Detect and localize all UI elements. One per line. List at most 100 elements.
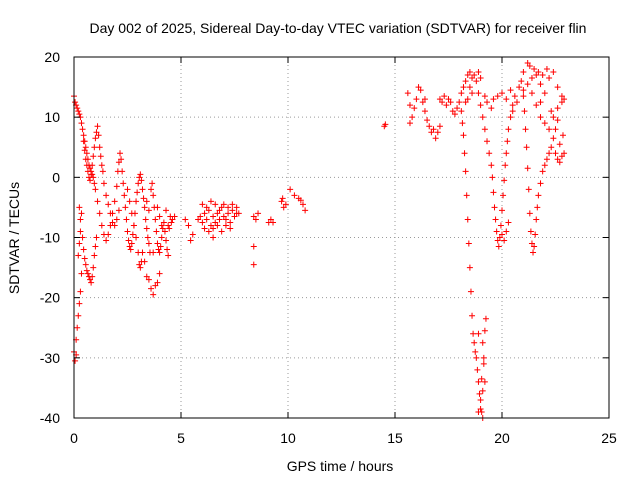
data-point [145, 240, 152, 247]
data-point [526, 63, 533, 70]
data-point [78, 270, 85, 277]
grid [74, 57, 609, 418]
data-point [165, 252, 172, 259]
data-point [161, 228, 168, 235]
data-point [216, 207, 223, 214]
data-point [185, 222, 192, 229]
data-point [436, 123, 443, 130]
data-point [465, 240, 472, 247]
data-point [502, 162, 509, 169]
data-point [554, 117, 561, 124]
data-point [78, 210, 85, 217]
data-point [441, 93, 448, 100]
data-point [472, 348, 479, 355]
data-point [499, 207, 505, 214]
data-point [81, 255, 88, 262]
data-point [150, 249, 157, 256]
data-point [79, 126, 86, 133]
data-point [532, 231, 539, 238]
data-point [92, 243, 99, 250]
data-point [218, 228, 225, 235]
data-point [97, 153, 104, 160]
data-point [115, 207, 122, 214]
data-point [76, 204, 83, 211]
data-point [479, 387, 486, 394]
data-point [164, 246, 171, 253]
x-tick-label: 25 [601, 430, 617, 446]
data-point [471, 72, 478, 79]
data-point [543, 156, 550, 163]
data-point [148, 186, 155, 193]
data-point [218, 204, 225, 211]
data-point [447, 99, 454, 106]
data-point [525, 186, 532, 193]
x-axis-title: GPS time / hours [287, 458, 394, 474]
data-point [469, 90, 476, 97]
data-point [471, 339, 478, 346]
data-point [469, 312, 476, 319]
data-point [145, 276, 152, 283]
data-point [494, 237, 501, 244]
y-tick-label: -40 [40, 410, 60, 426]
data-point [150, 192, 157, 199]
data-point [205, 228, 212, 235]
data-point [421, 96, 428, 103]
data-point [484, 99, 491, 106]
data-point [171, 213, 178, 220]
data-point [117, 150, 124, 157]
data-point [212, 219, 219, 226]
data-point [456, 99, 463, 106]
data-point [550, 69, 557, 76]
data-point [493, 228, 500, 235]
data-point [537, 114, 544, 121]
data-point [153, 228, 160, 235]
data-point [421, 108, 428, 115]
data-point [166, 225, 173, 232]
data-point [475, 330, 482, 337]
x-tick-label: 5 [177, 430, 185, 446]
data-point [137, 264, 144, 271]
data-point [83, 267, 90, 274]
data-point [203, 216, 210, 223]
data-point [478, 375, 485, 382]
data-point [148, 285, 155, 292]
data-point [464, 216, 471, 223]
data-point [469, 75, 476, 82]
data-point [531, 66, 538, 73]
data-point [458, 108, 465, 115]
data-point [475, 378, 482, 385]
data-point [466, 84, 473, 91]
data-point [137, 171, 144, 178]
data-point [491, 204, 498, 211]
data-point [382, 121, 389, 128]
data-point [83, 162, 90, 169]
data-point [128, 240, 135, 247]
data-point [513, 99, 520, 106]
data-point [125, 237, 132, 244]
data-point [96, 144, 103, 151]
data-point [210, 213, 217, 220]
data-point [111, 198, 118, 205]
data-point [299, 201, 306, 208]
data-point [163, 237, 170, 244]
data-point [155, 246, 162, 253]
data-point [207, 222, 214, 229]
data-point [451, 111, 458, 118]
data-point [537, 99, 544, 106]
data-point [406, 120, 413, 127]
data-point [287, 186, 294, 193]
data-point [82, 261, 89, 268]
data-point [462, 78, 469, 85]
data-point [481, 126, 488, 133]
data-point [461, 150, 468, 157]
data-point [214, 210, 221, 217]
data-point [528, 90, 535, 97]
data-point [424, 117, 431, 124]
data-point [531, 243, 538, 250]
data-point [518, 78, 525, 85]
data-point [443, 102, 450, 109]
data-point [409, 114, 416, 121]
data-point [490, 189, 497, 196]
data-point [459, 120, 466, 127]
data-point [558, 93, 565, 100]
